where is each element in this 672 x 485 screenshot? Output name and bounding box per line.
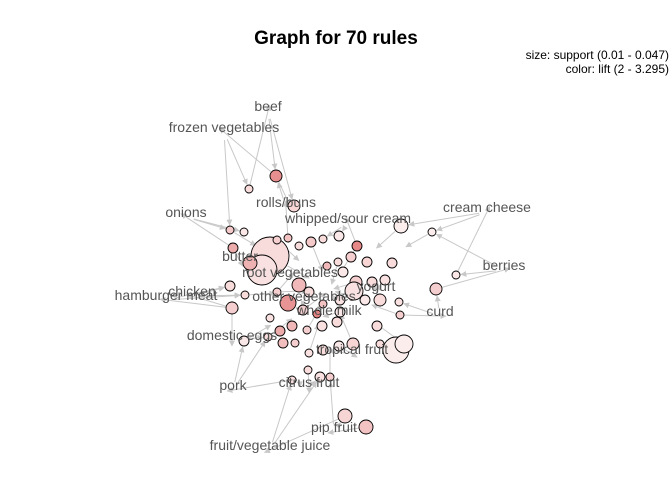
rule-node [295,242,303,250]
rule-node [430,283,442,295]
rule-node [270,170,282,182]
rule-node [396,311,404,319]
rule-node [332,317,342,327]
item-label-rolls-buns: rolls/buns [256,194,316,210]
rule-node [319,235,327,243]
item-label-whole-milk: whole milk [295,302,362,318]
rule-node [372,321,382,331]
item-label-yogurt: yogurt [357,278,396,294]
rule-node [334,231,344,241]
rule-edge [406,234,428,246]
rule-node [226,226,234,234]
item-label-root-vegetables: root vegetables [242,264,338,280]
item-label-whipped-sour-cream: whipped/sour cream [284,210,411,226]
rule-node [226,302,238,314]
rule-node [352,241,362,251]
rule-edge [340,315,350,338]
rule-node [338,267,348,277]
rule-node [317,321,327,331]
rule-node [346,252,356,262]
rule-edge [224,140,229,225]
item-label-layer: beef frozen vegetables rolls/buns onions whi… [115,98,532,453]
rule-node [266,314,274,322]
rule-node [273,236,281,244]
legend-size-line: size: support (0.01 - 0.047) [526,48,669,62]
chart-title: Graph for 70 rules [0,28,672,50]
rule-node [304,366,312,374]
rule-node [306,237,316,247]
item-label-domestic-eggs: domestic eggs [187,327,277,343]
item-label-hamburger-meat: hamburger meat [115,287,218,303]
rule-edge [372,305,396,313]
rule-node [452,271,460,279]
item-label-beef: beef [254,98,281,114]
rule-edge [342,230,343,231]
item-label-pip-fruit: pip fruit [311,419,357,435]
legend-color-line: color: lift (2 - 3.295) [566,62,669,76]
rule-node [284,234,292,242]
rule-edge [227,139,247,184]
rule-node [241,291,249,299]
rule-node [395,298,403,306]
rule-node [291,339,299,347]
rule-node [395,335,413,353]
rule-node [303,326,311,334]
item-label-frozen-vegetables: frozen vegetables [169,119,280,135]
item-label-fruit-vegetable-juice: fruit/vegetable juice [210,437,331,453]
rule-node [305,349,313,357]
item-label-berries: berries [483,257,526,273]
rule-node [359,420,373,434]
rule-node [428,228,436,236]
item-label-pork: pork [219,377,247,393]
item-label-tropical-fruit: tropical fruit [316,341,388,357]
rule-node [387,258,397,268]
item-label-cream-cheese: cream cheese [443,199,531,215]
rule-node [362,257,372,267]
item-label-onions: onions [165,204,206,220]
rule-node [374,294,386,306]
rule-edge [376,231,395,248]
rule-node [245,185,253,193]
rule-node [278,338,288,348]
item-label-curd: curd [426,303,453,319]
item-label-citrus-fruit: citrus fruit [279,374,340,390]
item-label-butter: butter [222,248,258,264]
rule-node [287,321,297,331]
rule-node [225,281,235,291]
rule-node [240,228,248,236]
